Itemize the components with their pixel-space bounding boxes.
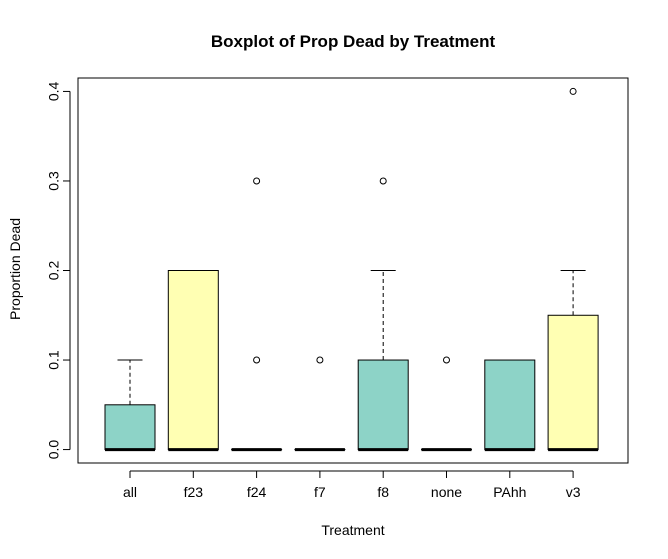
x-tick-label: f23	[184, 484, 204, 500]
x-tick-label: f24	[247, 484, 267, 500]
box-body	[484, 359, 536, 451]
box-body	[357, 359, 409, 451]
box-f8	[357, 177, 409, 452]
y-axis: 0.0 0.1 0.2 0.3 0.4	[46, 81, 71, 460]
outlier-point	[253, 177, 261, 185]
y-tick-label: 0.1	[46, 350, 62, 370]
outlier-point	[569, 87, 577, 95]
box-f24	[231, 177, 283, 452]
y-tick-label: 0.0	[46, 440, 62, 460]
chart-title: Boxplot of Prop Dead by Treatment	[211, 32, 496, 51]
y-tick-label: 0.3	[46, 171, 62, 191]
outlier-point	[443, 356, 450, 364]
box-f7	[294, 356, 346, 452]
box-f23	[167, 270, 219, 452]
y-axis-label: Proportion Dead	[7, 218, 23, 320]
box-none	[421, 356, 472, 452]
x-tick-label: v3	[566, 484, 581, 500]
box-PAhh	[484, 359, 536, 452]
box-body	[547, 314, 599, 451]
x-axis-label: Treatment	[321, 522, 384, 538]
y-tick-label: 0.4	[46, 81, 62, 101]
box-body	[167, 270, 219, 451]
plot-frame	[77, 77, 629, 464]
x-axis: all f23 f24 f7 f8 none PAhh v3	[123, 470, 581, 500]
x-tick-label: f8	[377, 484, 389, 500]
box-all	[104, 359, 156, 452]
x-tick-label: f7	[314, 484, 326, 500]
boxes	[104, 87, 599, 452]
box-body	[104, 404, 156, 451]
x-tick-label: none	[431, 484, 462, 500]
x-tick-label: all	[123, 484, 137, 500]
box-v3	[547, 87, 599, 452]
outlier-point	[316, 356, 324, 364]
x-tick-label: PAhh	[493, 484, 526, 500]
outlier-point	[253, 356, 261, 364]
y-tick-label: 0.2	[46, 261, 62, 281]
outlier-point	[379, 177, 387, 185]
